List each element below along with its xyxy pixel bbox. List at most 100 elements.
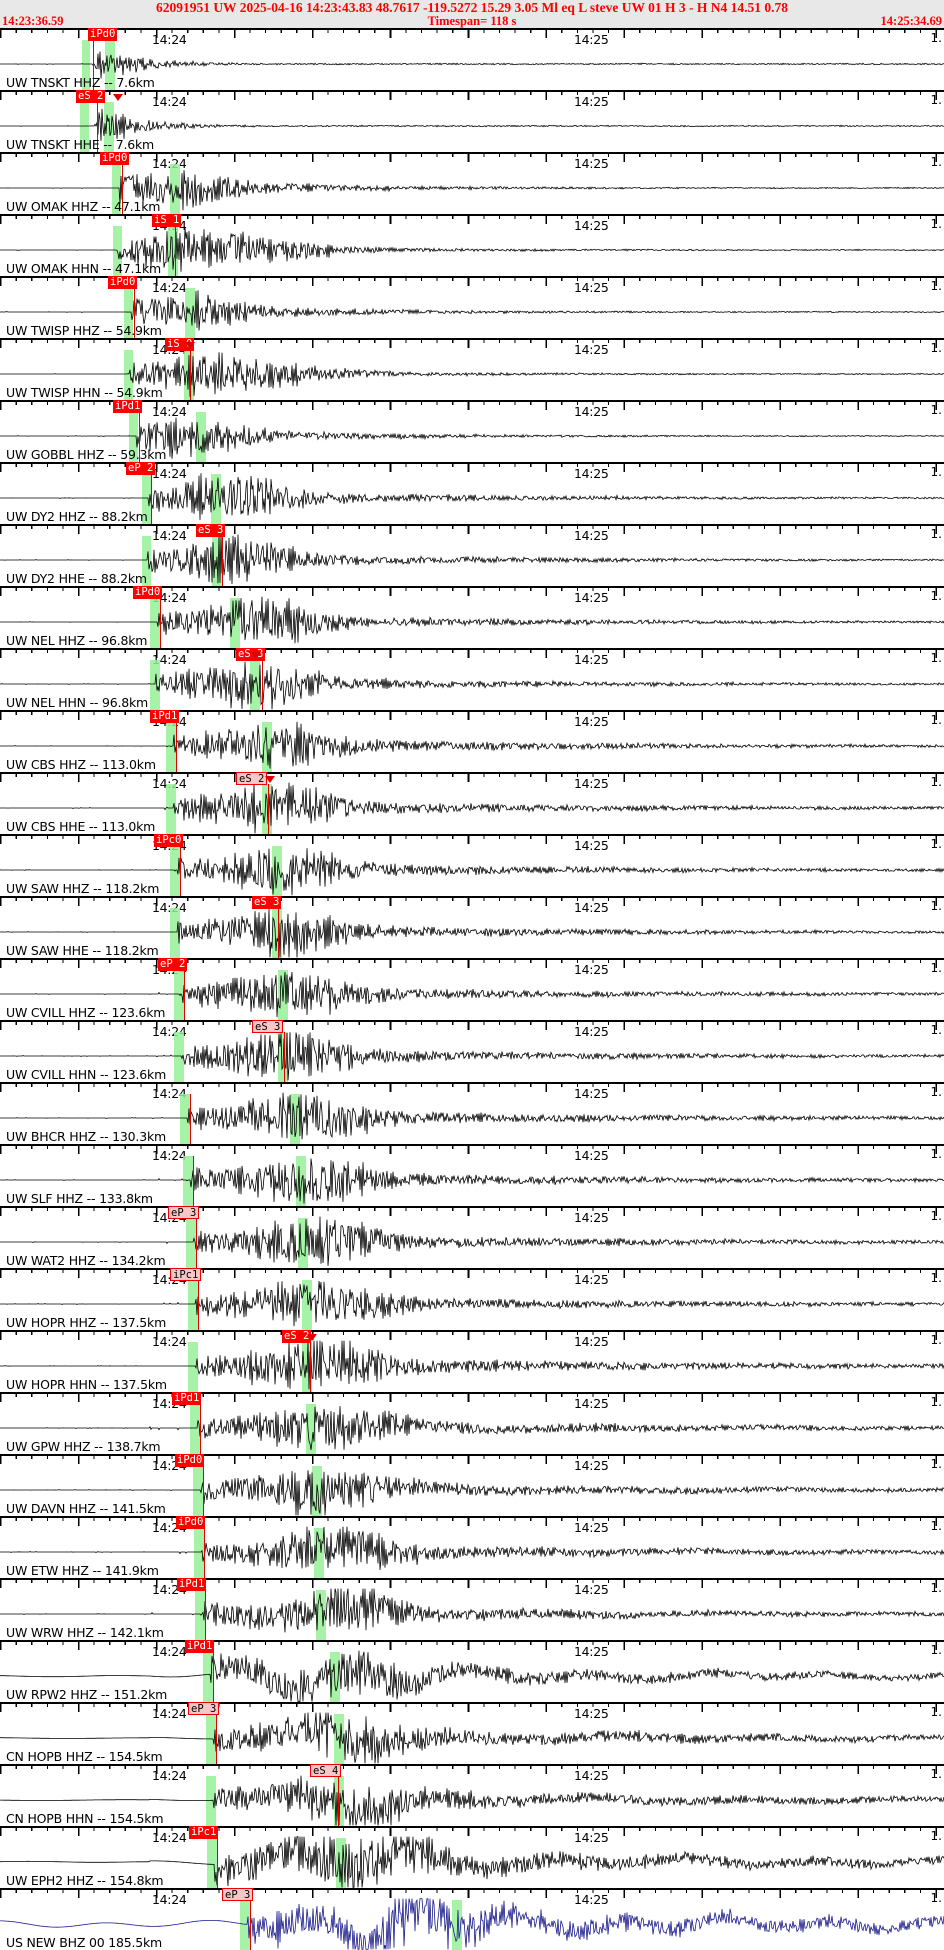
phase-pick-label[interactable]: eS 4 bbox=[310, 1764, 342, 1777]
phase-pick-line[interactable] bbox=[310, 1342, 312, 1392]
phase-pick-label[interactable]: iPd0 bbox=[100, 152, 130, 165]
phase-window-band bbox=[166, 784, 176, 834]
trace-row[interactable]: 14:24 14:25 1. eS 2 UW HOPR HHN -- 137.5km bbox=[0, 1330, 944, 1392]
phase-pick-line[interactable] bbox=[196, 1218, 198, 1268]
trace-row[interactable]: 14:24 14:25 1. iPd1 UW GOBBL HHZ -- 59.3km bbox=[0, 400, 944, 462]
axis-tick-label: 14:25 bbox=[574, 528, 609, 543]
phase-pick-line[interactable] bbox=[151, 474, 153, 524]
phase-pick-label[interactable]: eP 3 bbox=[222, 1888, 254, 1901]
phase-pick-line[interactable] bbox=[205, 1590, 207, 1640]
phase-pick-line[interactable] bbox=[268, 784, 270, 834]
phase-pick-label[interactable]: iPd1 bbox=[113, 400, 143, 413]
phase-pick-label[interactable]: iPd0 bbox=[108, 276, 138, 289]
phase-pick-line[interactable] bbox=[175, 226, 177, 276]
phase-pick-line[interactable] bbox=[200, 1404, 202, 1454]
time-axis bbox=[0, 1454, 944, 1466]
axis-tick-label: 14:25 bbox=[574, 1148, 609, 1163]
phase-pick-line[interactable] bbox=[222, 536, 224, 586]
phase-pick-line[interactable] bbox=[134, 288, 136, 338]
trace-row[interactable]: 14:24 14:25 1. eS 3 UW DY2 HHE -- 88.2km bbox=[0, 524, 944, 586]
phase-pick-label[interactable]: eP 3 bbox=[188, 1702, 220, 1715]
trace-row[interactable]: 14:24 14:25 1. iPd1 UW RPW2 HHZ -- 151.2km bbox=[0, 1640, 944, 1702]
phase-window-band bbox=[290, 1094, 300, 1144]
trace-row[interactable]: 14:24 14:25 1. iPd0 UW ETW HHZ -- 141.9km bbox=[0, 1516, 944, 1578]
phase-pick-line[interactable] bbox=[338, 1776, 340, 1826]
phase-pick-line[interactable] bbox=[217, 1838, 219, 1888]
phase-pick-line[interactable] bbox=[190, 350, 192, 400]
phase-pick-line[interactable] bbox=[160, 598, 162, 648]
phase-pick-line[interactable] bbox=[97, 102, 99, 152]
trace-row[interactable]: 14:24 14:25 1. eP 3 US NEW BHZ 00 185.5km bbox=[0, 1888, 944, 1950]
phase-pick-line[interactable] bbox=[190, 1094, 192, 1144]
phase-pick-line[interactable] bbox=[93, 40, 95, 90]
trace-row[interactable]: 14:24 14:25 1. eP 2 UW DY2 HHZ -- 88.2km bbox=[0, 462, 944, 524]
trace-row[interactable]: 14:24 14:25 1. iPd1 UW GPW HHZ -- 138.7km bbox=[0, 1392, 944, 1454]
amplitude-scale-label: 1. bbox=[930, 899, 942, 913]
seismogram-panel[interactable]: 14:24 14:25 1. iPd0 UW TNSKT HHZ -- 7.6km 14:… bbox=[0, 28, 944, 1950]
phase-pick-label[interactable]: iPc0 bbox=[154, 834, 184, 847]
trace-row[interactable]: 14:24 14:25 1. UW SLF HHZ -- 133.8km bbox=[0, 1144, 944, 1206]
phase-pick-label[interactable]: eS 3 bbox=[196, 524, 226, 537]
phase-pick-label[interactable]: iPd0 bbox=[88, 28, 118, 41]
station-channel-label: UW DAVN HHZ -- 141.5km bbox=[6, 1501, 166, 1516]
phase-pick-label[interactable]: eS 3 bbox=[252, 896, 282, 909]
phase-pick-line[interactable] bbox=[184, 970, 186, 1020]
phase-pick-label[interactable]: iPd1 bbox=[177, 1578, 207, 1591]
phase-pick-line[interactable] bbox=[193, 1156, 195, 1206]
trace-row[interactable]: 14:24 14:25 1. eS 2 UW CBS HHE -- 113.0km bbox=[0, 772, 944, 834]
trace-row[interactable]: 14:24 14:25 1. iPd0 UW TNSKT HHZ -- 7.6km bbox=[0, 28, 944, 90]
phase-pick-label[interactable]: iS 1 bbox=[152, 214, 182, 227]
phase-pick-label[interactable]: eS 2 bbox=[282, 1330, 312, 1343]
trace-row[interactable]: 14:24 14:25 1. iPd0 UW NEL HHZ -- 96.8km bbox=[0, 586, 944, 648]
phase-pick-line[interactable] bbox=[278, 908, 280, 958]
phase-pick-line[interactable] bbox=[203, 1466, 205, 1516]
trace-row[interactable]: 14:24 14:25 1. iPd0 UW DAVN HHZ -- 141.5km bbox=[0, 1454, 944, 1516]
phase-pick-line[interactable] bbox=[216, 1714, 218, 1764]
trace-row[interactable]: 14:24 14:25 1. eS 4 CN HOPB HHN -- 154.5km bbox=[0, 1764, 944, 1826]
phase-pick-line[interactable] bbox=[176, 722, 178, 772]
phase-pick-label[interactable]: iPc1 bbox=[170, 1268, 202, 1281]
phase-pick-line[interactable] bbox=[180, 846, 182, 896]
trace-row[interactable]: 14:24 14:25 1. eP 3 CN HOPB HHZ -- 154.5km bbox=[0, 1702, 944, 1764]
phase-pick-line[interactable] bbox=[139, 412, 141, 462]
trace-row[interactable]: 14:24 14:25 1. eS 3 UW NEL HHN -- 96.8km bbox=[0, 648, 944, 710]
phase-pick-line[interactable] bbox=[204, 1528, 206, 1578]
phase-pick-label[interactable]: iPd1 bbox=[172, 1392, 202, 1405]
phase-pick-line[interactable] bbox=[122, 164, 124, 214]
phase-pick-label[interactable]: eP 3 bbox=[168, 1206, 200, 1219]
phase-pick-label[interactable]: iPc1 bbox=[189, 1826, 219, 1839]
phase-window-band bbox=[203, 1652, 213, 1702]
phase-pick-label[interactable]: iPd1 bbox=[185, 1640, 215, 1653]
phase-pick-label[interactable]: eP 2 bbox=[158, 958, 188, 971]
phase-pick-line[interactable] bbox=[262, 660, 264, 710]
phase-pick-line[interactable] bbox=[250, 1900, 252, 1950]
trace-row[interactable]: 14:24 14:25 1. UW BHCR HHZ -- 130.3km bbox=[0, 1082, 944, 1144]
phase-pick-label[interactable]: iPd1 bbox=[150, 710, 180, 723]
phase-pick-label[interactable]: iPd0 bbox=[133, 586, 163, 599]
phase-pick-line[interactable] bbox=[198, 1280, 200, 1330]
phase-pick-label[interactable]: eS 2 bbox=[76, 90, 106, 103]
phase-pick-line[interactable] bbox=[284, 1032, 286, 1082]
trace-row[interactable]: 14:24 14:25 1. eS 3 UW CVILL HHN -- 123.6km bbox=[0, 1020, 944, 1082]
trace-row[interactable]: 14:24 14:25 1. iPd1 UW WRW HHZ -- 142.1km bbox=[0, 1578, 944, 1640]
phase-window-band bbox=[302, 1280, 312, 1330]
phase-pick-label[interactable]: iPd0 bbox=[175, 1454, 205, 1467]
phase-pick-line[interactable] bbox=[213, 1652, 215, 1702]
phase-pick-label[interactable]: iPd0 bbox=[176, 1516, 206, 1529]
phase-pick-label[interactable]: eP 2 bbox=[126, 462, 156, 475]
phase-pick-label[interactable]: eS 2 bbox=[236, 772, 268, 785]
phase-pick-label[interactable]: eS 3 bbox=[252, 1020, 284, 1033]
trace-row[interactable]: 14:24 14:25 1. iPc1 UW EPH2 HHZ -- 154.8km bbox=[0, 1826, 944, 1888]
waveform-trace bbox=[0, 473, 944, 520]
trace-row[interactable]: 14:24 14:25 1. eS 2 UW TNSKT HHE -- 7.6km bbox=[0, 90, 944, 152]
trace-row[interactable]: 14:24 14:25 1. iPd0 UW TWISP HHZ -- 54.9km bbox=[0, 276, 944, 338]
